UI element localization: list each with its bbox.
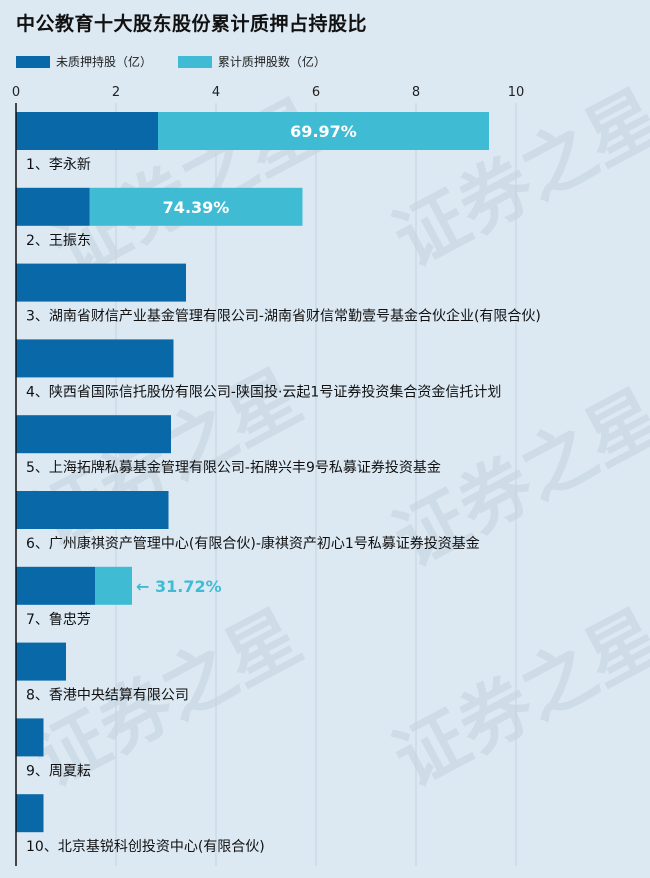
legend-label-pledged: 累计质押股数（亿） — [217, 55, 326, 69]
category-label: 10、北京基锐科创投资中心(有限合伙) — [26, 838, 265, 855]
legend-item-pledged: 累计质押股数（亿） — [177, 53, 326, 70]
x-tick-label: 8 — [412, 85, 420, 100]
bar-segment — [16, 263, 186, 302]
bar-segment — [158, 112, 489, 150]
x-tick-label: 6 — [312, 85, 320, 100]
bar-segment — [16, 415, 171, 454]
bar-segment — [16, 718, 44, 757]
x-tick-label: 0 — [12, 85, 20, 100]
legend: 未质押持股（亿） 累计质押股数（亿） — [16, 53, 348, 71]
x-tick-label: 10 — [508, 85, 525, 100]
bar-percent-label: 69.97% — [290, 122, 357, 141]
category-label: 9、周夏耘 — [26, 763, 91, 779]
x-tick-label: 4 — [212, 85, 220, 100]
bar-segment — [16, 112, 158, 150]
category-label: 5、上海拓牌私募基金管理有限公司-拓牌兴丰9号私募证券投资基金 — [26, 459, 441, 476]
bar-segment — [16, 794, 44, 833]
category-label: 6、广州康祺资产管理中心(有限合伙)-康祺资产初心1号私募证券投资基金 — [26, 535, 480, 552]
bar-percent-label: 74.39% — [163, 198, 230, 217]
legend-swatch-unpledged — [16, 55, 50, 68]
bar-segment — [16, 491, 169, 529]
bar-segment — [16, 339, 174, 378]
category-label: 7、鲁忠芳 — [26, 611, 91, 628]
legend-swatch-pledged — [177, 55, 212, 68]
category-label: 3、湖南省财信产业基金管理有限公司-湖南省财信常勤壹号基金合伙企业(有限合伙) — [26, 308, 541, 325]
category-label: 2、王振东 — [26, 233, 91, 249]
legend-item-unpledged: 未质押持股（亿） — [16, 53, 152, 70]
bar-segment — [95, 566, 132, 605]
bar-segment — [89, 187, 303, 226]
x-tick-label: 2 — [112, 85, 120, 100]
bar-segment — [16, 642, 66, 681]
chart-title: 中公教育十大股东股份累计质押占持股比 — [16, 13, 368, 35]
category-label: 1、李永新 — [26, 157, 91, 173]
legend-label-unpledged: 未质押持股（亿） — [56, 55, 153, 69]
category-label: 8、香港中央结算有限公司 — [26, 688, 189, 704]
category-label: 4、陕西省国际信托股份有限公司-陕国投·云起1号证券投资集合资金信托计划 — [26, 383, 501, 400]
bar-segment — [16, 566, 95, 605]
bar-segment — [16, 187, 90, 226]
bar-percent-label: ← 31.72% — [136, 577, 222, 596]
